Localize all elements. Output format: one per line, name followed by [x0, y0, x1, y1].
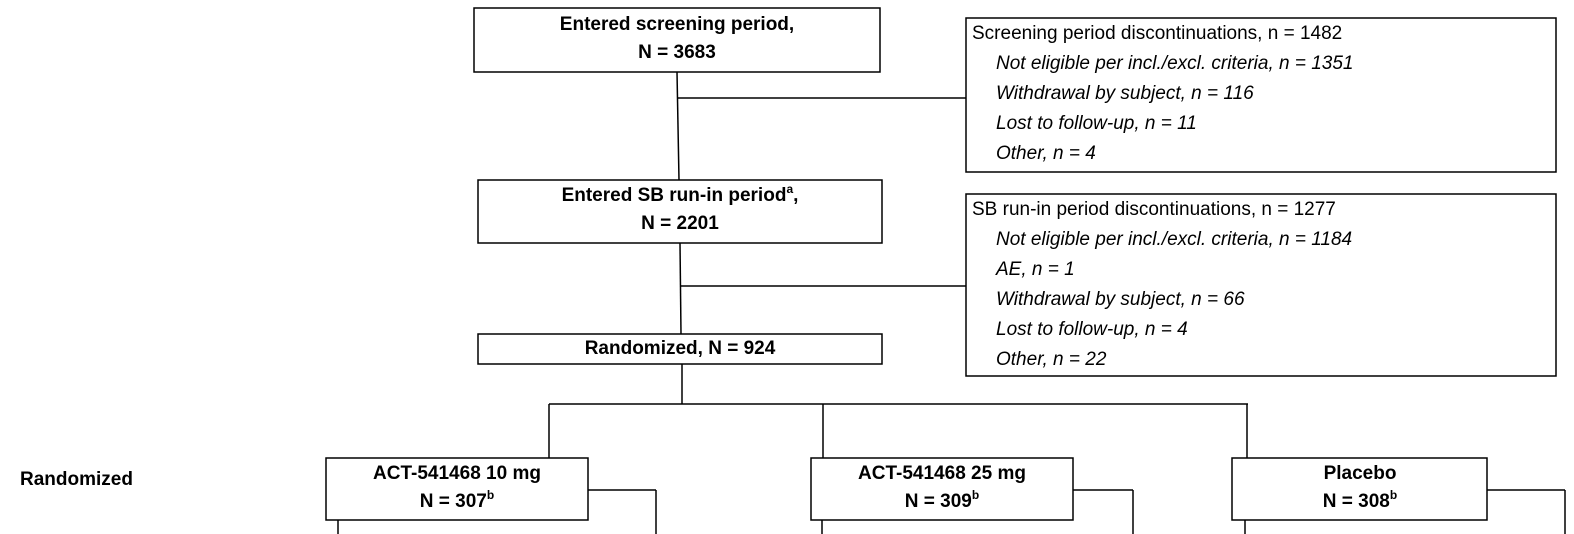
- box-text: Placebo: [1324, 463, 1397, 484]
- discontinuation-item: Other, n = 4: [996, 143, 1096, 164]
- discontinuation-item: Lost to follow-up, n = 11: [996, 113, 1197, 134]
- box: [325, 457, 589, 521]
- discontinuation-item: Not eligible per incl./excl. criteria, n…: [996, 229, 1352, 250]
- box: [473, 7, 881, 73]
- discontinuation-box: [965, 17, 1557, 173]
- discontinuation-item: Withdrawal by subject, n = 116: [996, 83, 1254, 104]
- superscript: a: [786, 182, 793, 196]
- side-label: Randomized: [20, 469, 133, 490]
- box-text: Entered SB run-in perioda,: [562, 182, 799, 206]
- box: [477, 333, 883, 365]
- superscript: b: [1390, 488, 1397, 502]
- discontinuation-item: Withdrawal by subject, n = 66: [996, 289, 1245, 310]
- box-text: ACT-541468 10 mg: [373, 463, 541, 484]
- box-text: N = 308b: [1323, 488, 1397, 512]
- connector: [679, 242, 682, 335]
- box-text: N = 309: [905, 491, 972, 512]
- discontinuation-item: Other, n = 22: [996, 349, 1107, 370]
- box-text: N = 308: [1323, 491, 1390, 512]
- discontinuation-title: Screening period discontinuations, n = 1…: [972, 23, 1342, 44]
- box-text: ACT-541468 25 mg: [858, 463, 1026, 484]
- discontinuation-item: AE, n = 1: [995, 259, 1075, 280]
- box-text: N = 3683: [638, 42, 716, 63]
- box: [477, 179, 883, 244]
- box-text: N = 2201: [641, 213, 719, 234]
- box: [810, 457, 1074, 521]
- discontinuation-item: Lost to follow-up, n = 4: [996, 319, 1188, 340]
- box-text: Randomized, N = 924: [585, 338, 776, 359]
- box-text: Entered SB run-in period: [562, 185, 787, 206]
- discontinuation-title: SB run-in period discontinuations, n = 1…: [972, 199, 1336, 220]
- box-text: N = 307b: [420, 488, 494, 512]
- box-text: ,: [793, 185, 798, 206]
- superscript: b: [972, 488, 979, 502]
- connector: [676, 71, 680, 181]
- box: [1231, 457, 1488, 521]
- box-text: Entered screening period,: [560, 14, 794, 35]
- discontinuation-item: Not eligible per incl./excl. criteria, n…: [996, 53, 1353, 74]
- superscript: b: [487, 488, 494, 502]
- discontinuation-box: [965, 193, 1557, 377]
- box-text: N = 307: [420, 491, 487, 512]
- box-text: N = 309b: [905, 488, 979, 512]
